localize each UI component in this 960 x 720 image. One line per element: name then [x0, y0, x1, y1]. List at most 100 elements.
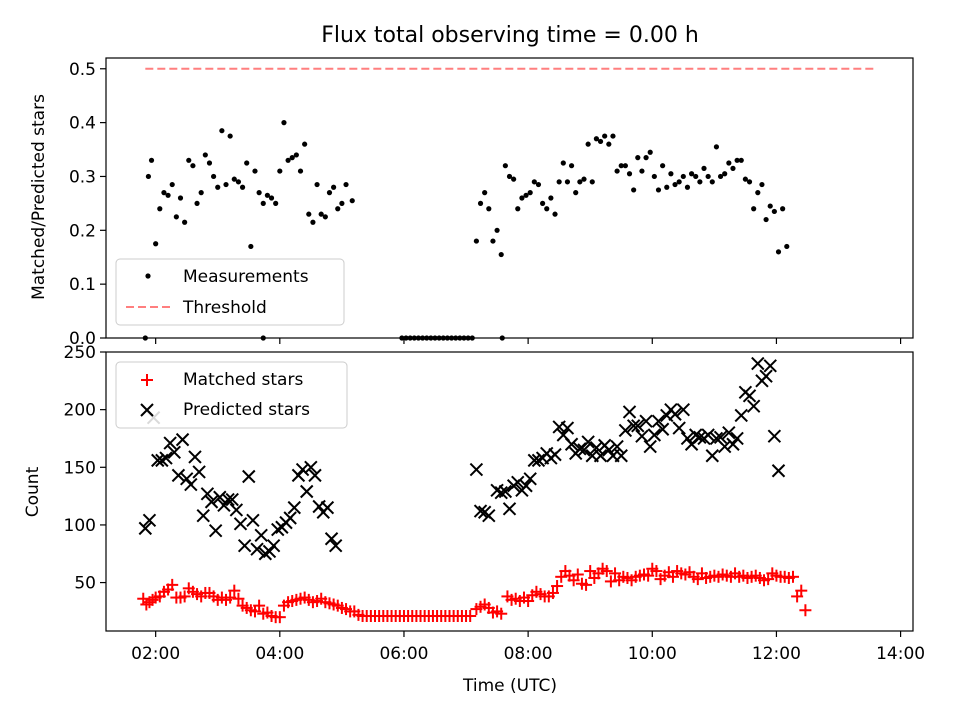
bottom-y-tick-label: 250	[64, 343, 96, 363]
measurement-point	[331, 184, 337, 190]
predicted-stars-point	[155, 453, 169, 468]
measurement-point	[655, 187, 662, 193]
measurement-point	[264, 192, 270, 198]
predicted-stars-point	[746, 399, 761, 413]
matched-stars-point	[786, 570, 799, 583]
predicted-stars-point	[564, 437, 579, 451]
bottom-y-axis-label: Count	[23, 466, 43, 517]
matched-stars-point	[166, 578, 179, 591]
matched-stars-point	[228, 584, 241, 597]
measurement-point	[153, 241, 159, 247]
predicted-stars-point	[221, 492, 235, 507]
measurement-point	[148, 157, 155, 163]
measurement-point	[614, 168, 620, 174]
predicted-stars-point	[229, 503, 244, 517]
measurement-point	[676, 179, 682, 185]
measurement-point	[568, 163, 575, 169]
measurement-point	[486, 206, 492, 212]
predicted-stars-point	[668, 407, 682, 421]
predicted-stars-point	[734, 408, 748, 423]
measurement-point	[556, 179, 562, 185]
predicted-stars-point	[548, 447, 562, 462]
measurement-point	[260, 200, 266, 206]
measurement-point	[767, 203, 773, 209]
measurement-point	[647, 149, 653, 155]
predicted-stars-point	[213, 490, 227, 504]
bottom-legend-box	[115, 361, 348, 429]
measurement-point	[713, 144, 720, 150]
predicted-stars-point	[167, 445, 181, 460]
matched-stars-point	[584, 565, 597, 578]
measurement-point	[494, 227, 500, 233]
predicted-stars-point	[328, 538, 343, 553]
matched-stars-point	[464, 610, 477, 623]
measurement-point	[502, 163, 508, 169]
measurement-point	[223, 181, 229, 188]
predicted-stars-point	[179, 472, 194, 486]
predicted-stars-point	[295, 462, 310, 477]
predicted-stars-point	[208, 523, 223, 538]
predicted-stars-point	[626, 419, 641, 433]
predicted-stars-point	[502, 502, 517, 516]
measurement-point	[535, 181, 542, 188]
predicted-stars-point	[593, 449, 608, 463]
top-y-tick-label: 0.1	[69, 275, 96, 295]
predicted-stars-point	[138, 521, 153, 536]
predicted-stars-point	[767, 429, 782, 443]
predicted-stars-point	[300, 484, 314, 499]
measurement-point	[198, 190, 204, 196]
matched-stars-point	[580, 578, 593, 591]
predicted-stars-point	[689, 428, 703, 442]
measurement-point	[523, 192, 529, 198]
measurement-point	[498, 251, 504, 258]
measurement-point	[531, 179, 537, 185]
measurement-point	[597, 138, 604, 145]
matched-stars-point	[799, 604, 812, 617]
measurement-point	[746, 179, 753, 185]
top-legend-box	[115, 258, 345, 326]
predicted-stars-point	[320, 500, 335, 515]
measurement-point	[219, 128, 225, 134]
measurement-point	[738, 157, 744, 163]
bottom-y-tick-label: 200	[64, 401, 96, 421]
predicted-stars-point	[163, 436, 177, 450]
measurement-point	[726, 160, 732, 166]
measurement-point	[581, 176, 587, 182]
legend-marker-matched	[141, 374, 153, 386]
predicted-stars-point	[159, 451, 173, 465]
measurement-point	[318, 211, 324, 217]
predicted-stars-point	[188, 450, 202, 464]
bottom-legend: Matched stars Predicted stars	[115, 361, 348, 429]
measurement-point	[771, 208, 777, 215]
predicted-stars-point	[151, 453, 165, 468]
measurement-point	[190, 163, 196, 169]
measurement-point	[585, 141, 591, 147]
predicted-stars-point	[680, 431, 695, 446]
measurement-point	[157, 206, 163, 212]
predicted-stars-point	[705, 449, 719, 463]
x-tick-label: 02:00	[131, 644, 180, 664]
measurement-point	[314, 181, 320, 188]
predicted-stars-point	[308, 468, 322, 483]
chart-title: Flux total observing time = 0.00 h	[321, 23, 699, 48]
measurement-point	[326, 190, 333, 196]
predicted-stars-point	[171, 468, 186, 483]
predicted-stars-point	[701, 428, 715, 442]
measurement-point	[256, 190, 262, 196]
predicted-stars-point	[175, 432, 190, 447]
measurement-point	[639, 168, 645, 174]
measurement-point	[519, 195, 525, 201]
matched-stars-point	[232, 592, 245, 605]
x-tick-label: 12:00	[752, 644, 801, 664]
measurement-point	[668, 171, 674, 177]
measurement-point	[722, 171, 728, 177]
predicted-stars-point	[635, 429, 649, 443]
matched-stars-point	[495, 607, 508, 620]
matched-stars-point	[546, 586, 559, 599]
predicted-stars-point	[494, 485, 508, 500]
matched-stars-point	[795, 584, 808, 597]
x-axis-label: Time (UTC)	[462, 676, 557, 696]
measurement-point	[202, 152, 208, 158]
measurement-point	[235, 179, 242, 185]
measurement-point	[289, 155, 295, 161]
